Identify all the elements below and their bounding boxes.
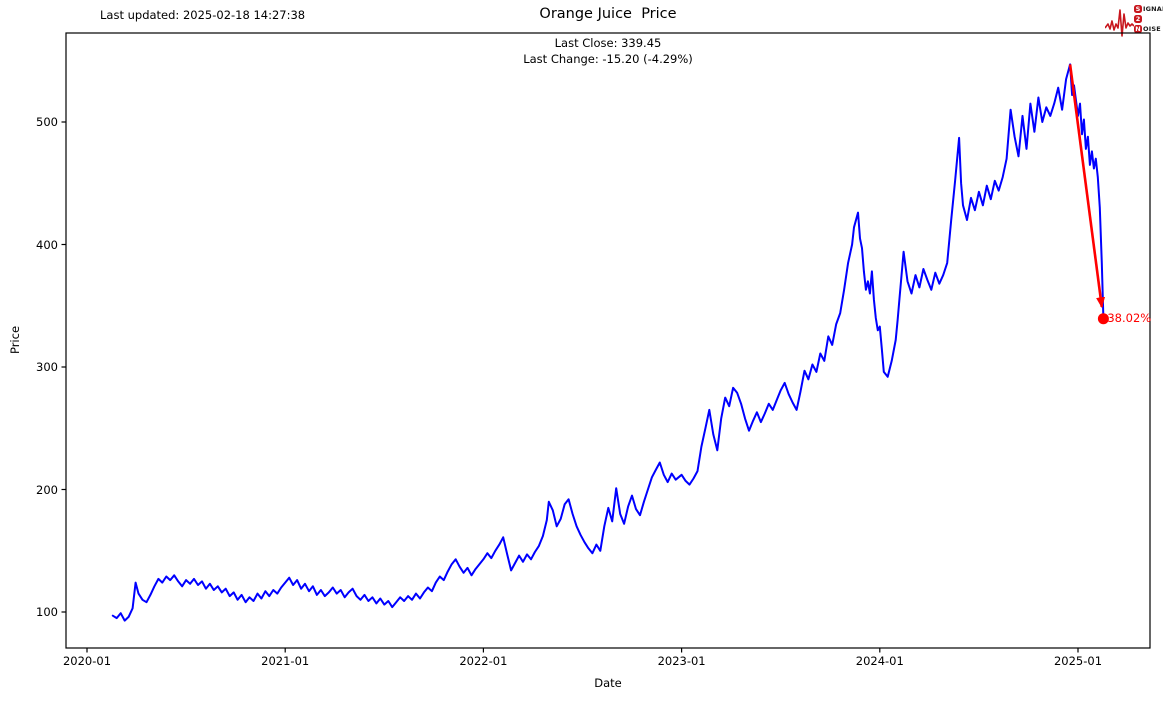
logo-row-noise: N OISE <box>1134 25 1161 33</box>
price-line-series <box>111 63 1105 622</box>
last-close-text: Last Close: 339.45 <box>554 36 662 50</box>
plot-border <box>65 32 1151 649</box>
y-tick-label: 300 <box>36 360 58 374</box>
x-tick-label: 2025-01 <box>1053 654 1103 668</box>
waveform-icon <box>1105 9 1134 37</box>
x-tick-label: 2024-01 <box>855 654 904 668</box>
y-tick-label: 400 <box>36 237 58 252</box>
page-title: Orange Juice Price <box>539 6 677 22</box>
last-updated-text: Last updated: 2025-02-18 14:27:38 <box>100 8 306 22</box>
logo-row-signal: S IGNAL <box>1134 5 1163 13</box>
x-tick-label: 2023-01 <box>657 654 706 668</box>
last-change-text: Last Change: -15.20 (-4.29%) <box>523 51 693 66</box>
x-tick-label: 2020-01 <box>62 654 112 668</box>
signal2noise-logo: S IGNAL 2 N OISE <box>1105 2 1163 40</box>
y-tick-label: 200 <box>36 482 58 497</box>
drawdown-percent-label: 38.02% <box>1107 310 1152 325</box>
drawdown-arrow <box>1068 64 1106 309</box>
subtitle: Last Close: 339.45 Last Change: -15.20 (… <box>66 36 1150 67</box>
x-axis-label: Date <box>594 676 622 690</box>
x-tick-label: 2021-01 <box>261 654 310 668</box>
logo-row-2: 2 <box>1134 15 1143 23</box>
logo-letter-2: 2 <box>1134 15 1142 23</box>
logo-letter-s: S <box>1134 5 1142 13</box>
y-tick-label: 100 <box>36 605 58 619</box>
last-price-dot <box>1097 313 1109 325</box>
x-tick-label: 2022-01 <box>459 654 508 668</box>
logo-letter-n: N <box>1134 25 1142 33</box>
axis-tick-marks <box>61 121 1079 653</box>
y-tick-label: 500 <box>36 115 58 129</box>
